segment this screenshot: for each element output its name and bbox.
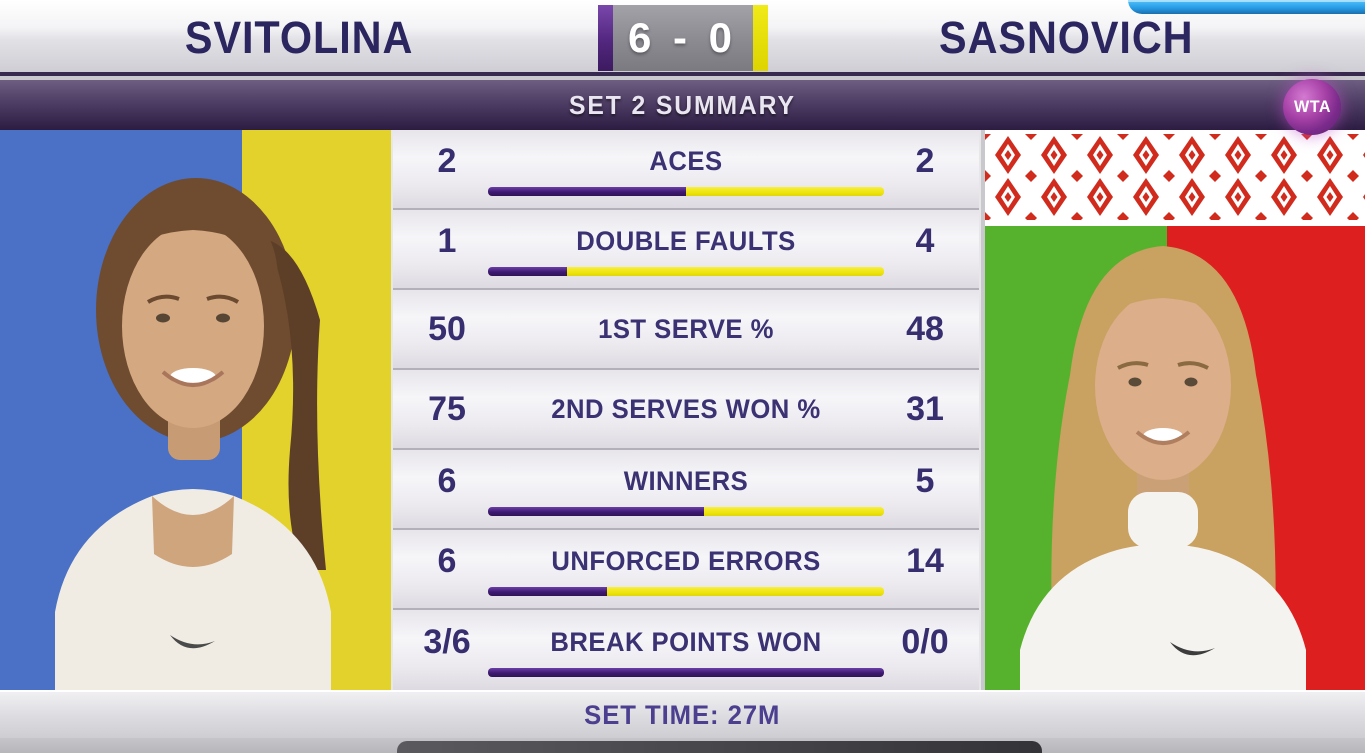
stat-bar-right-segment	[686, 187, 884, 196]
stat-value-left: 1	[437, 222, 457, 260]
set-score: 6 - 0	[612, 5, 753, 71]
stat-bar-left-segment	[488, 187, 686, 196]
stat-value-left: 50	[428, 309, 466, 348]
stat-bar-left-segment	[488, 668, 884, 677]
stat-row-unforced-errors: 6 UNFORCED ERRORS 14	[393, 530, 979, 610]
stat-value-left: 2	[437, 142, 457, 180]
left-player-name-text: SVITOLINA	[184, 12, 414, 63]
stat-label: ACES	[649, 146, 723, 176]
left-player-portrait	[55, 178, 331, 690]
right-player-portrait	[1020, 246, 1306, 690]
stat-value-left: 6	[437, 462, 457, 500]
left-player-name: SVITOLINA	[0, 0, 598, 76]
stat-value-left: 75	[428, 389, 466, 428]
stat-bar-right-segment	[567, 267, 884, 276]
stat-bar	[488, 507, 884, 516]
lower-third-edge	[397, 741, 1042, 753]
stat-bar-left-segment	[488, 507, 704, 516]
stat-label: WINNERS	[623, 466, 749, 496]
stat-row-aces: 2 ACES 2	[393, 130, 979, 210]
stat-bar-left-segment	[488, 267, 568, 276]
stat-row-winners: 6 WINNERS 5	[393, 450, 979, 530]
belarus-ornament-pattern	[985, 134, 1365, 220]
stat-value-left: 3/6	[423, 623, 471, 661]
stat-value-right: 48	[906, 309, 944, 348]
stat-bar-right-segment	[606, 587, 884, 596]
video-overlay-fragment	[1128, 0, 1365, 14]
stat-label: 2ND SERVES WON %	[551, 393, 821, 424]
stat-value-right: 14	[906, 542, 944, 580]
stat-label: 1ST SERVE %	[598, 313, 774, 344]
stat-value-right: 0/0	[901, 623, 949, 661]
stat-row-second-serves-won-pct: 75 2ND SERVES WON % 31	[393, 370, 979, 450]
stat-label: DOUBLE FAULTS	[576, 226, 796, 256]
bottom-strip	[0, 738, 1365, 753]
score-right-accent	[752, 5, 768, 71]
stat-label: UNFORCED ERRORS	[551, 546, 821, 576]
right-player-name: SASNOVICH	[768, 0, 1365, 76]
set-time-text: SET TIME: 27M	[584, 699, 781, 730]
stat-bar	[488, 187, 884, 196]
stat-value-right: 2	[915, 142, 935, 180]
stat-bar	[488, 668, 884, 677]
stat-value-right: 31	[906, 389, 944, 428]
stat-value-right: 4	[915, 222, 935, 260]
left-player-photo	[0, 130, 391, 690]
stat-bar-right-segment	[703, 507, 884, 516]
stat-label: BREAK POINTS WON	[550, 627, 822, 657]
summary-title: SET 2 SUMMARY	[569, 89, 796, 120]
summary-bar: SET 2 SUMMARY	[0, 80, 1365, 130]
wta-logo-icon: WTA	[1283, 79, 1341, 135]
score-left-accent	[597, 5, 613, 71]
footer-bar: SET TIME: 27M	[0, 690, 1365, 738]
stats-panel: 2 ACES 2 1 DOUBLE FAULTS 4 50	[391, 130, 981, 690]
stat-value-left: 6	[437, 542, 457, 580]
right-player-name-text: SASNOVICH	[939, 12, 1194, 63]
set-score-group: 6 - 0	[597, 5, 768, 71]
stat-row-break-points-won: 3/6 BREAK POINTS WON 0/0	[393, 610, 979, 690]
stat-value-right: 5	[915, 462, 935, 500]
stat-row-first-serve-pct: 50 1ST SERVE % 48	[393, 290, 979, 370]
stat-bar-left-segment	[488, 587, 607, 596]
wta-logo-text: WTA	[1293, 97, 1331, 116]
right-player-photo	[985, 130, 1365, 690]
stat-row-double-faults: 1 DOUBLE FAULTS 4	[393, 210, 979, 290]
stat-bar	[488, 267, 884, 276]
stat-bar	[488, 587, 884, 596]
